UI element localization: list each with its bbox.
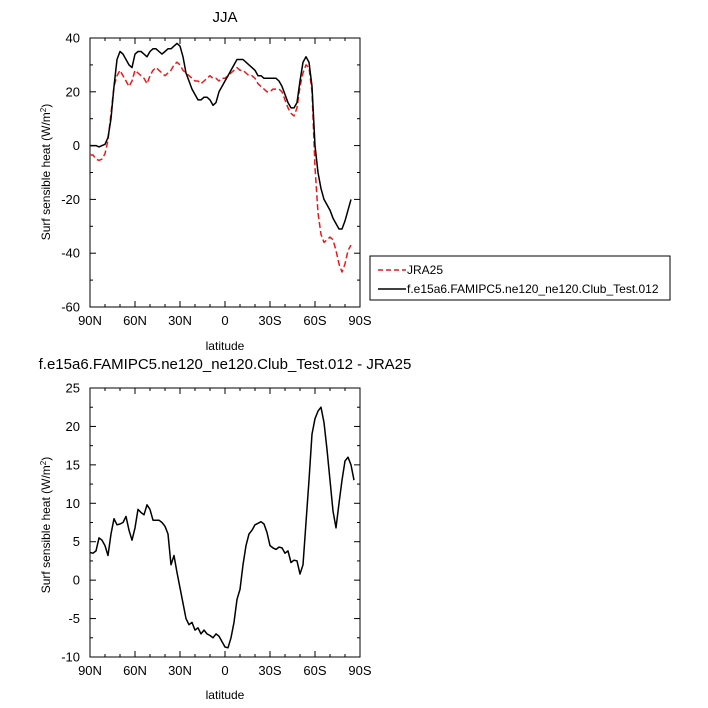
bottom-x-tick-label: 30N	[168, 663, 192, 678]
legend-label-jra25: JRA25	[407, 263, 443, 277]
bottom-plot-frame	[89, 387, 361, 658]
bottom-x-tick-label: 30S	[258, 663, 281, 678]
bottom-panel: f.e15a6.FAMIPC5.ne120_ne120.Club_Test.01…	[39, 356, 412, 702]
top-y-tick-label: -20	[61, 192, 80, 207]
bottom-x-tick-label: 60N	[123, 663, 147, 678]
top-y-tick-label: -40	[61, 246, 80, 261]
top-x-tick-label: 60S	[303, 313, 326, 328]
bottom-y-tick-label: 0	[73, 573, 80, 588]
top-y-tick-label: 20	[66, 84, 80, 99]
top-x-tick-label: 30N	[168, 313, 192, 328]
legend-box	[369, 255, 671, 301]
top-x-tick-label: 60N	[123, 313, 147, 328]
top-y-tick-label: 40	[66, 31, 80, 46]
top-x-tick-label: 90S	[348, 313, 371, 328]
top-y-tick-label: 0	[73, 138, 80, 153]
top-x-tick-label: 90N	[78, 313, 102, 328]
bottom-x-tick-label: 90N	[78, 663, 102, 678]
top-series-line-0	[90, 61, 352, 273]
bottom-x-tick-label: 0	[221, 663, 228, 678]
bottom-y-tick-label: 15	[66, 457, 80, 472]
bottom-y-tick-label: -10	[61, 650, 80, 665]
bottom-y-tick-label: 10	[66, 496, 80, 511]
bottom-y-tick-label: -5	[68, 611, 80, 626]
top-y-tick-label: -60	[61, 300, 80, 315]
top-x-tick-label: 0	[221, 313, 228, 328]
bottom-y-tick-label: 20	[66, 419, 80, 434]
bottom-x-tick-label: 90S	[348, 663, 371, 678]
top-x-axis-label: latitude	[206, 339, 245, 353]
bottom-series-line-0	[89, 406, 355, 649]
top-y-axis-label: Surf sensible heat (W/m2)	[39, 104, 53, 241]
bottom-x-axis-label: latitude	[206, 688, 245, 702]
top-panel: JJA 90N 60N 30N 0 30S 60S 90S 40 20 0 -20 -40 -60 la…	[39, 9, 671, 353]
top-chart-title: JJA	[212, 9, 237, 26]
top-series-line-1	[90, 42, 352, 230]
bottom-y-tick-label: 25	[66, 381, 80, 396]
bottom-y-axis-label: Surf sensible heat (W/m2)	[39, 457, 53, 594]
bottom-y-tick-label: 5	[73, 534, 80, 549]
legend: JRA25 f.e15a6.FAMIPC5.ne120_ne120.Club_T…	[369, 255, 671, 301]
bottom-x-tick-label: 60S	[303, 663, 326, 678]
top-x-tick-label: 30S	[258, 313, 281, 328]
bottom-chart-title: f.e15a6.FAMIPC5.ne120_ne120.Club_Test.01…	[39, 356, 412, 373]
legend-label-model: f.e15a6.FAMIPC5.ne120_ne120.Club_Test.01…	[407, 282, 659, 296]
